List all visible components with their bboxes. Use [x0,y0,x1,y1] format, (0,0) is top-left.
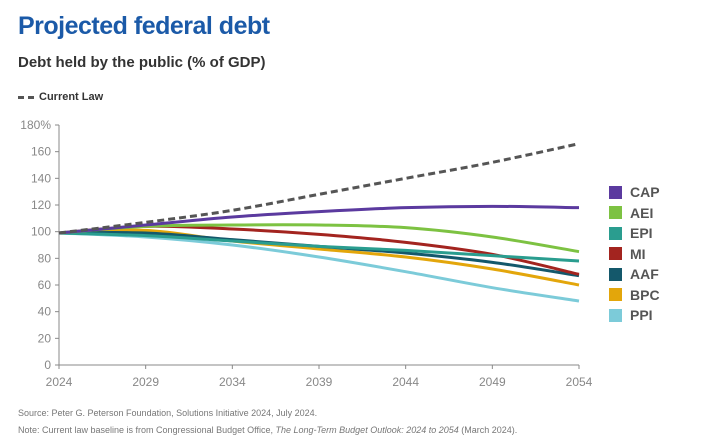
dashed-line-swatch [18,95,34,99]
legend-item-epi: EPI [609,223,660,244]
legend-label: PPI [630,307,653,324]
series-line-cap [58,204,580,235]
source-note: Source: Peter G. Peterson Foundation, So… [18,408,318,418]
legend-swatch [609,185,622,199]
series-line-epi [58,231,580,263]
series-line-bpc [58,228,580,287]
legend-swatch [609,206,622,220]
footnote-report-title: The Long-Term Budget Outlook: 2024 to 20… [275,425,459,435]
legend-label: MI [630,245,646,262]
legend-swatch [609,267,622,281]
series-line-current-law [58,142,580,235]
x-tick-label: 2024 [46,375,73,389]
legend-label: EPI [630,225,653,242]
footnote: Note: Current law baseline is from Congr… [18,425,517,435]
y-tick-label: 180% [20,118,51,132]
legend-label: CAP [630,184,660,201]
legend-swatch [609,247,622,261]
x-tick-label: 2044 [392,375,419,389]
footnote-text: Note: Current law baseline is from Congr… [18,425,276,435]
y-tick-label: 140 [31,171,51,185]
y-tick-label: 80 [38,251,52,265]
x-tick-label: 2049 [479,375,506,389]
legend-item-ppi: PPI [609,305,660,326]
x-tick-label: 2054 [566,375,593,389]
legend-item-cap: CAP [609,182,660,203]
y-tick-label: 120 [31,198,51,212]
legend-item-bpc: BPC [609,285,660,306]
y-tick-label: 100 [31,225,51,239]
legend-label: Current Law [39,91,104,103]
x-tick-label: 2034 [219,375,246,389]
chart-title: Projected federal debt [18,12,270,40]
legend-current-law: Current Law [18,91,103,103]
y-tick-label: 40 [38,305,52,319]
y-tick-label: 0 [44,358,51,372]
legend-swatch [609,226,622,240]
legend-swatch [609,308,622,322]
y-tick-label: 60 [38,278,52,292]
legend-label: BPC [630,286,660,303]
legend-swatch [609,288,622,302]
legend-item-aei: AEI [609,203,660,224]
footnote-date: (March 2024). [458,425,518,435]
legend: CAP AEI EPI MI AAF BPC PPI [609,182,660,326]
legend-item-mi: MI [609,244,660,265]
x-tick-label: 2039 [306,375,333,389]
y-tick-label: 160 [31,145,51,159]
legend-label: AAF [630,266,659,283]
y-tick-label: 20 [38,331,52,345]
chart-subtitle: Debt held by the public (% of GDP) [18,54,266,71]
series-line-ppi [58,231,580,303]
legend-item-aaf: AAF [609,264,660,285]
legend-label: AEI [630,204,654,221]
x-tick-label: 2029 [132,375,159,389]
